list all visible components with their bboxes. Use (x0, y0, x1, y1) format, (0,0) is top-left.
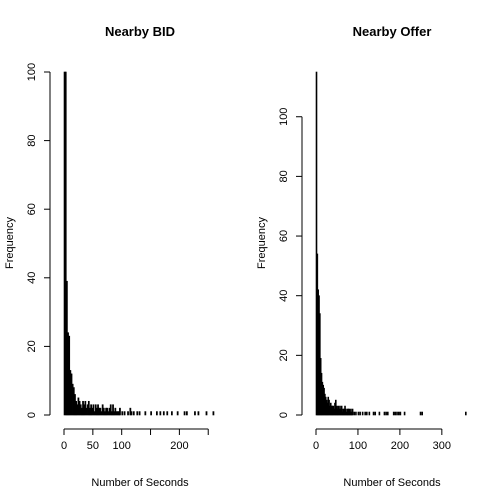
histogram-bar (397, 411, 400, 416)
histogram-bar (372, 411, 375, 416)
histogram-bar (353, 411, 356, 416)
histogram-bar (64, 71, 67, 416)
y-axis: 0 20 40 60 80 100 (26, 63, 51, 418)
histogram-bar (136, 411, 139, 416)
x-axis-label: Number of Seconds (343, 477, 441, 489)
histogram-bar (121, 411, 124, 416)
histogram-bar (403, 411, 406, 416)
histogram-bar (127, 411, 129, 416)
histogram-bar (394, 411, 397, 416)
histogram-bar (315, 71, 318, 416)
y-tick-label: 100 (278, 108, 290, 126)
histogram-bar (109, 404, 112, 416)
histogram-bar (197, 411, 200, 416)
histogram-bar (361, 411, 364, 416)
y-tick-label: 80 (26, 134, 38, 146)
x-tick-label: 300 (433, 440, 451, 452)
y-axis-label: Frequency (256, 217, 268, 269)
x-axis: 0 50 100 200 (61, 428, 209, 452)
histogram-bar (123, 411, 126, 416)
y-tick-label: 20 (26, 340, 38, 352)
x-tick-label: 100 (113, 440, 131, 452)
histogram-bar (364, 411, 366, 416)
x-axis-label: Number of Seconds (91, 477, 189, 489)
histogram-bar (186, 411, 188, 416)
x-tick-label: 200 (170, 440, 188, 452)
histogram-bar (112, 404, 114, 416)
histogram-bar (385, 411, 387, 416)
histogram-bar (156, 411, 158, 416)
histogram-bar (119, 407, 121, 416)
x-axis: 0 100 200 300 (313, 428, 451, 452)
histogram-bar (399, 411, 402, 416)
histogram-bar (368, 411, 371, 416)
histogram-bar (396, 411, 398, 416)
histogram-bar (374, 411, 377, 416)
histogram-bar (419, 411, 422, 416)
histogram-bar (171, 411, 173, 416)
histogram-bar (383, 411, 386, 416)
chart-title: Nearby BID (105, 24, 175, 39)
histogram-bar (378, 411, 381, 416)
y-tick-label: 80 (278, 170, 290, 182)
y-tick-label: 40 (278, 290, 290, 302)
histogram-bar (205, 411, 208, 416)
histogram-bar (355, 411, 357, 416)
histogram-bar (130, 411, 133, 416)
histogram-bar (194, 411, 196, 416)
histogram-bar (351, 408, 354, 416)
x-tick-label: 50 (87, 440, 99, 452)
panel-nearby-bid: Nearby BID Number of Seconds Frequency 0… (4, 24, 215, 489)
x-tick-label: 100 (349, 440, 367, 452)
y-tick-label: 0 (26, 412, 38, 418)
panel-nearby-offer: Nearby Offer Number of Seconds Frequency… (256, 24, 467, 489)
x-tick-label: 200 (391, 440, 409, 452)
histogram-bar (340, 405, 343, 416)
histogram-bar (465, 411, 467, 416)
chart-title: Nearby Offer (353, 24, 432, 39)
y-tick-label: 100 (26, 63, 38, 81)
y-tick-label: 40 (26, 272, 38, 284)
x-tick-label: 0 (61, 440, 67, 452)
histogram-bar (132, 411, 135, 416)
histogram-bar (359, 411, 361, 416)
histogram-bar (162, 411, 165, 416)
histogram-bar (138, 411, 141, 416)
y-tick-label: 20 (278, 349, 290, 361)
histogram-bar (357, 411, 360, 416)
y-tick-label: 0 (278, 412, 290, 418)
histogram-bar (366, 411, 368, 416)
histogram-bar (392, 411, 395, 416)
histogram-bar (176, 411, 179, 416)
y-tick-label: 60 (278, 230, 290, 242)
histogram-bar (183, 411, 186, 416)
histogram-bar (150, 411, 152, 416)
histogram-bars (315, 71, 467, 416)
y-axis-label: Frequency (4, 217, 16, 269)
y-tick-label: 60 (26, 203, 38, 215)
x-tick-label: 0 (313, 440, 319, 452)
y-axis: 0 20 40 60 80 100 (278, 108, 303, 418)
histogram-bar (159, 411, 162, 416)
histogram-bar (144, 411, 147, 416)
histogram-bars (63, 71, 215, 416)
histogram-bar (92, 404, 95, 416)
histogram-bar (166, 411, 169, 416)
histogram-bar (212, 411, 215, 416)
histogram-bar (387, 411, 389, 416)
histogram-bar (421, 411, 424, 416)
